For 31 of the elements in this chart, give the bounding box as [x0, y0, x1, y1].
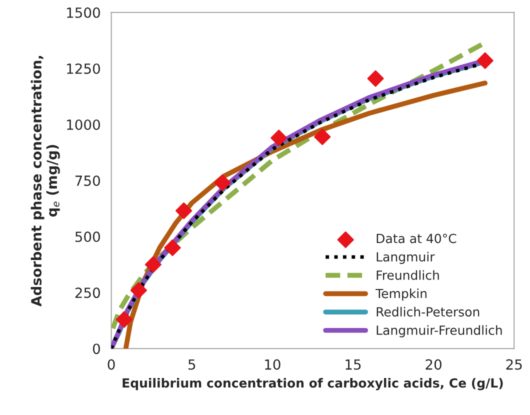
- y-tick-label: 500: [75, 232, 100, 242]
- x-axis-title: Equilibrium concentration of carboxylic acids, Ce (g/L): [122, 378, 503, 390]
- x-tick-label: 10: [265, 359, 280, 370]
- legend-label: Freundlich: [376, 270, 439, 280]
- legend-label: Tempkin: [376, 288, 426, 301]
- y-tick-label: 0: [92, 344, 100, 354]
- legend-label: Langmuir-Freundlich: [376, 325, 502, 338]
- x-tick-label: 20: [426, 359, 442, 370]
- x-tick-label: 25: [506, 359, 522, 370]
- y-tick-label: 1000: [67, 119, 100, 130]
- point: [144, 256, 162, 273]
- legend-label: Data at 40°C: [376, 234, 456, 244]
- point: [164, 239, 181, 256]
- point: [130, 282, 147, 299]
- point: [314, 128, 331, 146]
- x-tick-label: 15: [346, 359, 361, 370]
- y-tick-label: 1250: [67, 63, 100, 74]
- point: [270, 130, 288, 146]
- legend-label: Redlich-Peterson: [376, 306, 480, 317]
- point: [176, 202, 192, 220]
- legend-label: Langmuir: [376, 252, 435, 264]
- x-tick-label: 5: [188, 359, 196, 370]
- point: [476, 52, 494, 69]
- y-tick-label: 750: [76, 175, 100, 186]
- x-tick-label: 0: [108, 359, 115, 370]
- point: [214, 174, 231, 192]
- point: [116, 311, 132, 328]
- y-axis-title: Adsorbent phase concentration, q$_{e}$ (mg/g): [30, 56, 60, 306]
- point: [367, 70, 384, 87]
- y-tick-label: 1500: [67, 7, 100, 18]
- y-tick-label: 250: [75, 288, 100, 298]
